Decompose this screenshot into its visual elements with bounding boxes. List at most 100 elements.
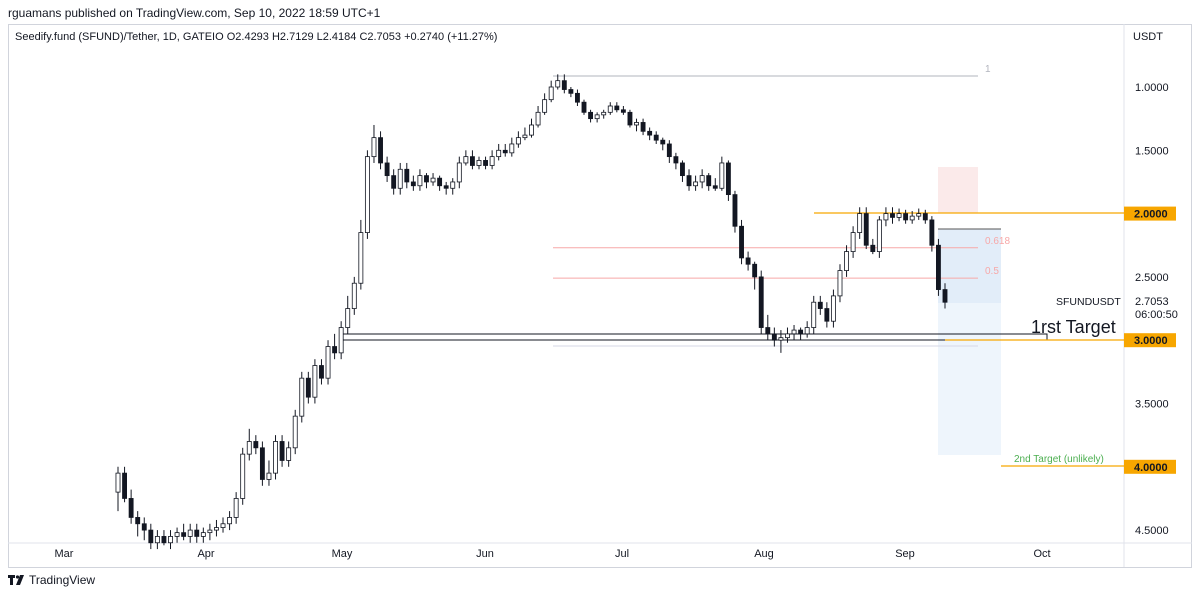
- candle-body[interactable]: [653, 134, 659, 141]
- candle-body[interactable]: [627, 111, 633, 126]
- candle-body[interactable]: [778, 337, 784, 341]
- candle-body[interactable]: [758, 276, 764, 328]
- candle-body[interactable]: [830, 295, 836, 322]
- candle-body[interactable]: [529, 124, 534, 136]
- candle-body[interactable]: [502, 149, 508, 154]
- candle-body[interactable]: [483, 160, 488, 166]
- candle-body[interactable]: [666, 143, 672, 158]
- candle-body[interactable]: [686, 175, 692, 187]
- candle-body[interactable]: [568, 89, 574, 94]
- candle-body[interactable]: [141, 523, 147, 531]
- candle-body[interactable]: [450, 181, 456, 189]
- candle-body[interactable]: [509, 143, 515, 154]
- candle-body[interactable]: [575, 92, 580, 103]
- candle-body[interactable]: [791, 329, 797, 335]
- candle-body[interactable]: [811, 301, 817, 328]
- candle-body[interactable]: [542, 99, 548, 113]
- candle-body[interactable]: [397, 168, 403, 189]
- candle-body[interactable]: [870, 244, 876, 252]
- candle-body[interactable]: [489, 156, 495, 166]
- candle-body[interactable]: [561, 80, 567, 90]
- candle-body[interactable]: [817, 301, 823, 309]
- candle-body[interactable]: [706, 175, 712, 187]
- candle-body[interactable]: [712, 185, 718, 189]
- candle-body[interactable]: [456, 162, 462, 183]
- candle-body[interactable]: [161, 536, 167, 544]
- candle-body[interactable]: [647, 130, 653, 136]
- candle-body[interactable]: [404, 168, 410, 183]
- candle-body[interactable]: [844, 251, 849, 271]
- candle-body[interactable]: [680, 162, 685, 177]
- candle-body[interactable]: [115, 472, 121, 493]
- candle-body[interactable]: [936, 244, 941, 290]
- candle-body[interactable]: [660, 139, 666, 145]
- candle-body[interactable]: [154, 536, 160, 544]
- candle-body[interactable]: [286, 447, 292, 461]
- candle-body[interactable]: [430, 177, 436, 183]
- candle-body[interactable]: [443, 185, 449, 189]
- candle-body[interactable]: [437, 177, 443, 187]
- candle-body[interactable]: [824, 308, 830, 322]
- candle-body[interactable]: [476, 160, 482, 166]
- candle-body[interactable]: [863, 213, 869, 246]
- candle-body[interactable]: [745, 257, 751, 265]
- candle-body[interactable]: [601, 111, 607, 116]
- candle-body[interactable]: [325, 346, 331, 379]
- candle-body[interactable]: [220, 523, 226, 528]
- candle-body[interactable]: [929, 219, 935, 246]
- candle-body[interactable]: [135, 517, 141, 525]
- candle-body[interactable]: [725, 162, 731, 196]
- candle-body[interactable]: [279, 441, 285, 461]
- candle-body[interactable]: [555, 80, 561, 88]
- candle-body[interactable]: [548, 86, 554, 101]
- candle-body[interactable]: [351, 282, 357, 309]
- candle-body[interactable]: [719, 162, 725, 189]
- candle-body[interactable]: [463, 156, 469, 164]
- candle-body[interactable]: [614, 105, 620, 111]
- candle-body[interactable]: [378, 137, 383, 164]
- candle-body[interactable]: [896, 213, 902, 218]
- candle-body[interactable]: [535, 111, 541, 126]
- candle-body[interactable]: [259, 447, 265, 480]
- candle-body[interactable]: [752, 263, 758, 278]
- candle-body[interactable]: [233, 498, 239, 518]
- candle-body[interactable]: [371, 137, 377, 158]
- candle-body[interactable]: [305, 377, 311, 398]
- candle-body[interactable]: [640, 122, 646, 132]
- candle-body[interactable]: [122, 472, 127, 499]
- candle-body[interactable]: [207, 529, 213, 534]
- candle-body[interactable]: [522, 134, 528, 139]
- candle-body[interactable]: [673, 156, 679, 164]
- candle-body[interactable]: [181, 532, 187, 537]
- candle-body[interactable]: [515, 137, 521, 145]
- candle-body[interactable]: [168, 536, 173, 544]
- candle-body[interactable]: [699, 175, 705, 183]
- candle-body[interactable]: [496, 149, 502, 158]
- candle-body[interactable]: [890, 213, 895, 218]
- candle-body[interactable]: [909, 215, 915, 221]
- candle-body[interactable]: [857, 213, 863, 233]
- candle-body[interactable]: [771, 333, 777, 341]
- candle-body[interactable]: [246, 441, 252, 455]
- candle-body[interactable]: [693, 181, 699, 187]
- candle-body[interactable]: [922, 213, 928, 221]
- candle-body[interactable]: [338, 327, 344, 354]
- candle-body[interactable]: [319, 365, 324, 379]
- candle-body[interactable]: [273, 441, 278, 474]
- candle-body[interactable]: [903, 213, 909, 221]
- candle-body[interactable]: [332, 346, 338, 354]
- candle-body[interactable]: [942, 289, 948, 303]
- candle-body[interactable]: [200, 532, 206, 537]
- candle-body[interactable]: [634, 122, 639, 126]
- candle-body[interactable]: [837, 270, 843, 297]
- candle-body[interactable]: [194, 529, 200, 537]
- candle-body[interactable]: [391, 175, 397, 189]
- candle-body[interactable]: [804, 327, 810, 335]
- candle-body[interactable]: [424, 175, 429, 183]
- candle-body[interactable]: [384, 162, 390, 177]
- candle-body[interactable]: [739, 225, 744, 259]
- candle-body[interactable]: [883, 213, 889, 221]
- candle-body[interactable]: [850, 232, 856, 252]
- candle-body[interactable]: [174, 532, 180, 537]
- candle-body[interactable]: [876, 219, 882, 252]
